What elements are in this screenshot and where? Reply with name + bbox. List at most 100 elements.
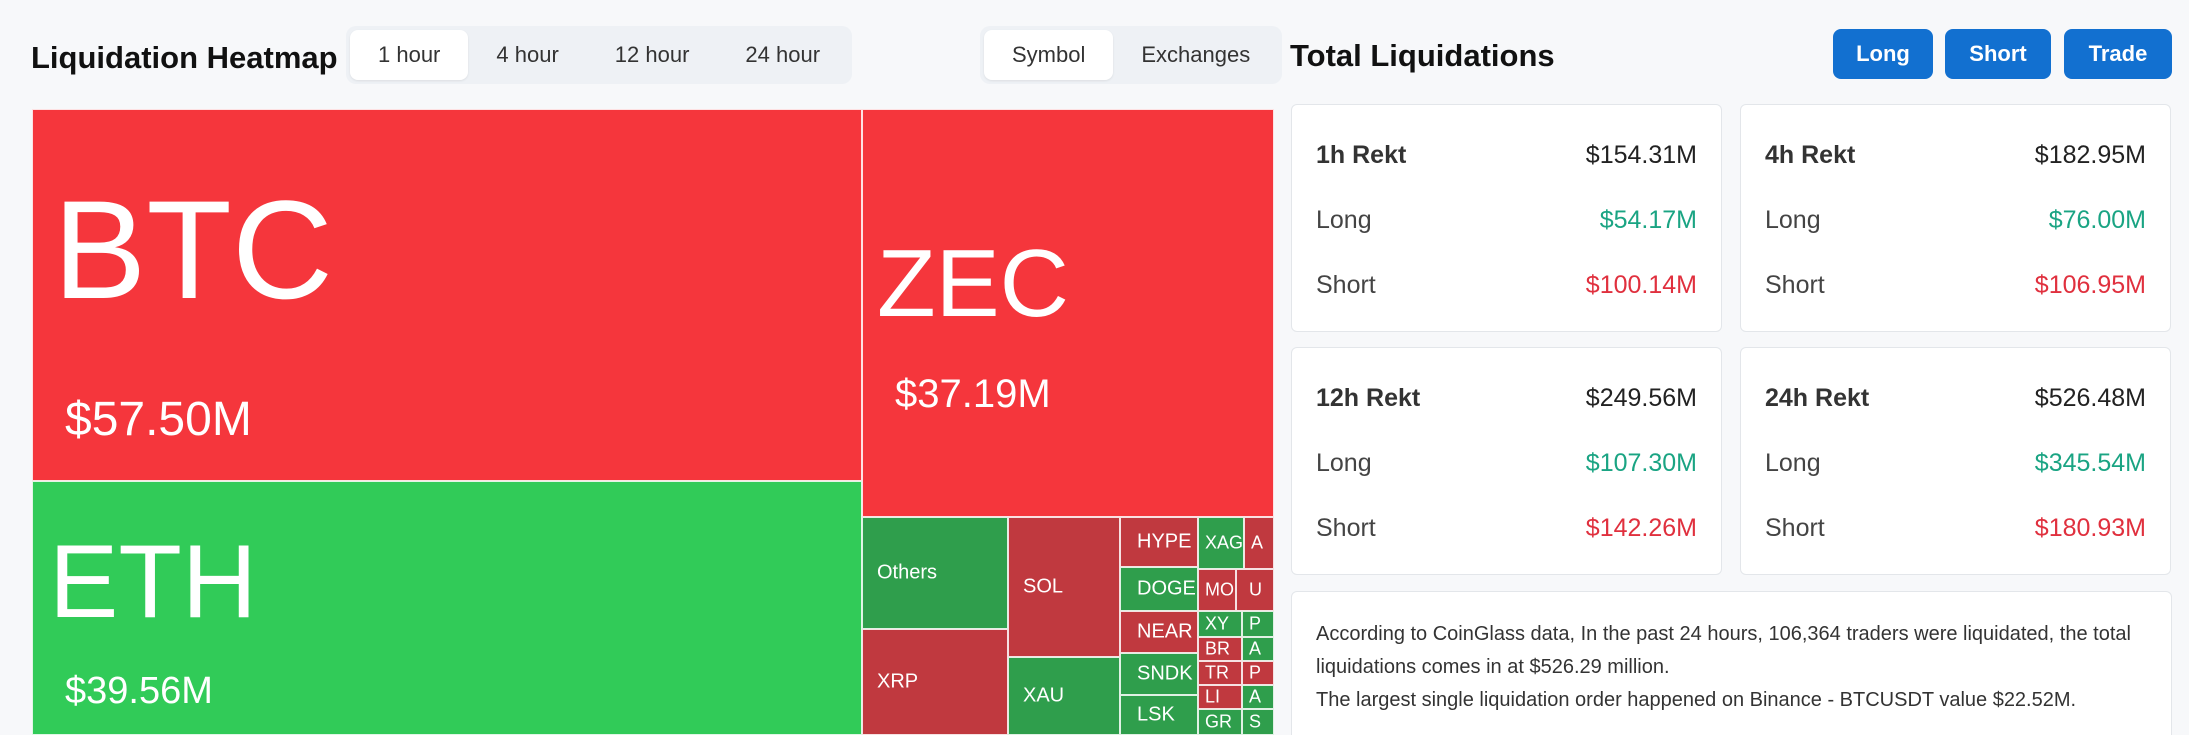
tab-4-hour[interactable]: 4 hour [496, 42, 559, 67]
tab-exchanges[interactable]: Exchanges [1141, 42, 1251, 67]
short-value: $142.26M [1585, 514, 1697, 542]
long-value: $345.54M [2034, 449, 2146, 477]
tile-tr[interactable]: TR [1198, 661, 1242, 685]
long-label: Long [1765, 449, 1821, 477]
tile-doge[interactable]: DOGE [1120, 567, 1198, 611]
tile-value: $39.56M [65, 670, 213, 712]
tile-br[interactable]: BR [1198, 637, 1242, 661]
tile-value: $57.50M [65, 393, 252, 446]
card-label: 12h Rekt [1316, 384, 1421, 412]
long-label: Long [1765, 206, 1821, 234]
tile-zec[interactable]: ZEC $37.19M [862, 109, 1274, 517]
long-value: $54.17M [1599, 206, 1697, 234]
tile-u[interactable]: U [1236, 569, 1274, 611]
tile-sol[interactable]: SOL [1008, 517, 1120, 657]
tile-symbol: ETH [49, 524, 257, 640]
tile-symbol: XRP [877, 670, 919, 693]
tile-symbol: ZEC [877, 230, 1069, 337]
tile-eth[interactable]: ETH $39.56M [32, 481, 862, 735]
tile-symbol: BR [1205, 638, 1231, 659]
tile-symbol: A [1249, 686, 1262, 707]
long-value: $76.00M [2048, 206, 2146, 234]
card-label: 1h Rekt [1316, 141, 1407, 169]
card-total: $154.31M [1585, 141, 1697, 169]
tile-symbol: XAG [1205, 532, 1244, 553]
long-label: Long [1316, 449, 1372, 477]
tab-12-hour[interactable]: 12 hour [614, 42, 690, 67]
tab-24-hour[interactable]: 24 hour [745, 42, 821, 67]
tab-symbol[interactable]: Symbol [984, 30, 1114, 80]
grouping-selector: Symbol Exchanges [980, 26, 1283, 84]
tile-xrp[interactable]: XRP [862, 629, 1008, 735]
tile-symbol: LSK [1137, 703, 1175, 726]
trade-button[interactable]: Trade [2064, 29, 2172, 79]
tile-xy[interactable]: XY [1198, 611, 1242, 637]
tile-a[interactable]: A [1242, 637, 1274, 661]
heatmap-title: Liquidation Heatmap [31, 40, 338, 75]
tile-symbol: HYPE [1137, 530, 1192, 553]
tile-symbol: SOL [1023, 575, 1064, 598]
rekt-card-1h: 1h Rekt $154.31M Long $54.17M Short $100.14… [1291, 104, 1722, 332]
tile-lsk[interactable]: LSK [1120, 695, 1198, 735]
card-total: $249.56M [1585, 384, 1697, 412]
long-button[interactable]: Long [1833, 29, 1933, 79]
short-value: $100.14M [1585, 271, 1697, 299]
card-total: $182.95M [2034, 141, 2146, 169]
tile-gr[interactable]: GR [1198, 709, 1242, 735]
short-label: Short [1316, 514, 1376, 542]
timeframe-selector: 1 hour 4 hour 12 hour 24 hour [346, 26, 853, 84]
tile-p[interactable]: P [1242, 661, 1274, 685]
tile-symbol: MO [1205, 579, 1234, 600]
short-label: Short [1765, 271, 1825, 299]
tile-symbol: SNDK [1137, 662, 1193, 685]
tile-symbol: BTC [53, 171, 333, 328]
tile-value: $37.19M [895, 372, 1051, 416]
tile-xag[interactable]: XAG [1198, 517, 1244, 569]
short-value: $180.93M [2034, 514, 2146, 542]
tile-btc[interactable]: BTC $57.50M [32, 109, 862, 481]
tile-symbol: NEAR [1137, 620, 1193, 643]
tile-symbol: TR [1205, 662, 1229, 683]
short-button[interactable]: Short [1945, 29, 2051, 79]
tile-symbol: S [1249, 711, 1262, 732]
rekt-card-24h: 24h Rekt $526.48M Long $345.54M Short $180.… [1740, 347, 2171, 575]
tile-symbol: DOGE [1137, 577, 1196, 600]
rekt-card-12h: 12h Rekt $249.56M Long $107.30M Short $142.… [1291, 347, 1722, 575]
tile-symbol: XY [1205, 613, 1230, 634]
tile-xau[interactable]: XAU [1008, 657, 1120, 735]
tile-p[interactable]: P [1242, 611, 1274, 637]
tile-symbol: A [1251, 532, 1264, 553]
tile-symbol: XAU [1023, 684, 1065, 707]
tile-symbol: GR [1205, 711, 1232, 732]
tile-hype[interactable]: HYPE [1120, 517, 1198, 567]
rekt-card-4h: 4h Rekt $182.95M Long $76.00M Short $106.95… [1740, 104, 2171, 332]
tile-s[interactable]: S [1242, 709, 1274, 735]
short-label: Short [1316, 271, 1376, 299]
tile-near[interactable]: NEAR [1120, 611, 1198, 653]
tile-symbol: P [1249, 662, 1262, 683]
tile-mo[interactable]: MO [1198, 569, 1236, 611]
tile-a[interactable]: A [1244, 517, 1274, 569]
card-total: $526.48M [2034, 384, 2146, 412]
tile-sndk[interactable]: SNDK [1120, 653, 1198, 695]
short-label: Short [1765, 514, 1825, 542]
long-value: $107.30M [1585, 449, 1697, 477]
long-label: Long [1316, 206, 1372, 234]
tile-symbol: P [1249, 613, 1262, 634]
card-label: 4h Rekt [1765, 141, 1856, 169]
liquidation-summary: According to CoinGlass data, In the past… [1291, 591, 2172, 735]
tile-a[interactable]: A [1242, 685, 1274, 709]
tile-symbol: LI [1205, 686, 1221, 707]
tab-1-hour[interactable]: 1 hour [350, 30, 469, 80]
tile-symbol: Others [877, 561, 938, 584]
tile-others[interactable]: Others [862, 517, 1008, 629]
tile-li[interactable]: LI [1198, 685, 1242, 709]
summary-line: According to CoinGlass data, In the past… [1316, 623, 2131, 678]
total-liquidations-title: Total Liquidations [1290, 38, 1555, 73]
tile-symbol: A [1249, 638, 1262, 659]
liquidation-heatmap: BTC $57.50M ETH $39.56M ZEC $37.19M Othe… [32, 109, 1274, 735]
short-value: $106.95M [2034, 271, 2146, 299]
tile-symbol: U [1249, 579, 1262, 600]
summary-line: The largest single liquidation order hap… [1316, 689, 2077, 711]
card-label: 24h Rekt [1765, 384, 1870, 412]
